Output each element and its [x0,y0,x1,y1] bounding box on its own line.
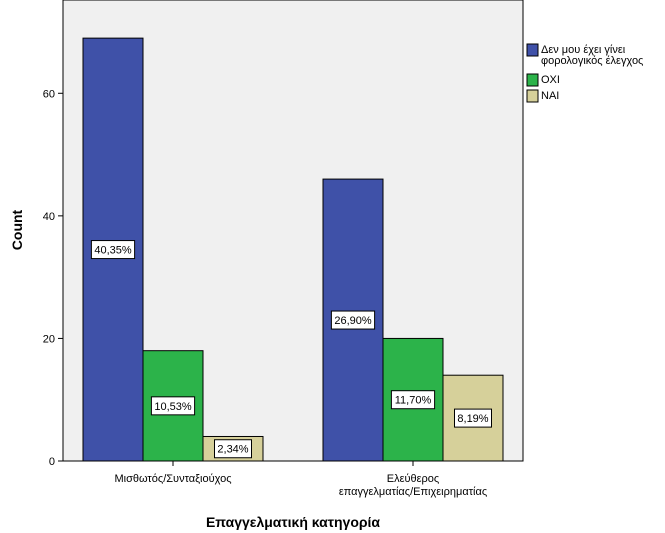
legend-label: φορολογικός έλεγχος [541,55,643,67]
y-axis-title: Count [9,209,25,250]
data-label-box [390,390,436,410]
data-label: 26,90% [334,315,372,327]
legend-label: Δεν μου έχει γίνει [541,44,626,56]
data-label: 40,35% [94,245,132,257]
data-label-box [330,310,376,330]
legend-swatch [526,43,539,57]
y-axis: 0 20 40 60 [43,88,63,468]
y-tick-label: 60 [43,88,55,100]
y-tick-label: 40 [43,211,55,223]
data-label: 10,53% [154,401,192,413]
y-tick-label: 20 [43,333,55,345]
data-label: 2,34% [217,444,248,456]
data-label-box [150,396,196,416]
data-label-box [454,408,492,428]
x-axis: Μισθωτός/Συνταξιούχος Ελεύθεροςεπαγγελματ… [114,461,487,498]
y-tick-label: 0 [49,456,55,468]
data-label-box [214,439,252,459]
legend-swatch [526,73,539,87]
legend-label: ΝΑΙ [541,90,559,102]
data-label: 11,70% [395,395,432,407]
data-label-box [90,240,136,260]
data-label: 8,19% [457,413,488,425]
x-tick-label: Ελεύθερος [387,473,439,485]
legend-swatch [526,89,539,103]
x-axis-title: Επαγγελματική κατηγορία [206,514,380,530]
x-tick-label: επαγγελματίας/Επιχειρηματίας [339,486,487,498]
data-labels-group: 40,35% 10,53% 2,34% 26,90% 11,70% 8,19% [90,240,492,459]
legend-label: ΟΧΙ [541,74,560,86]
x-tick-label: Μισθωτός/Συνταξιούχος [114,473,231,485]
